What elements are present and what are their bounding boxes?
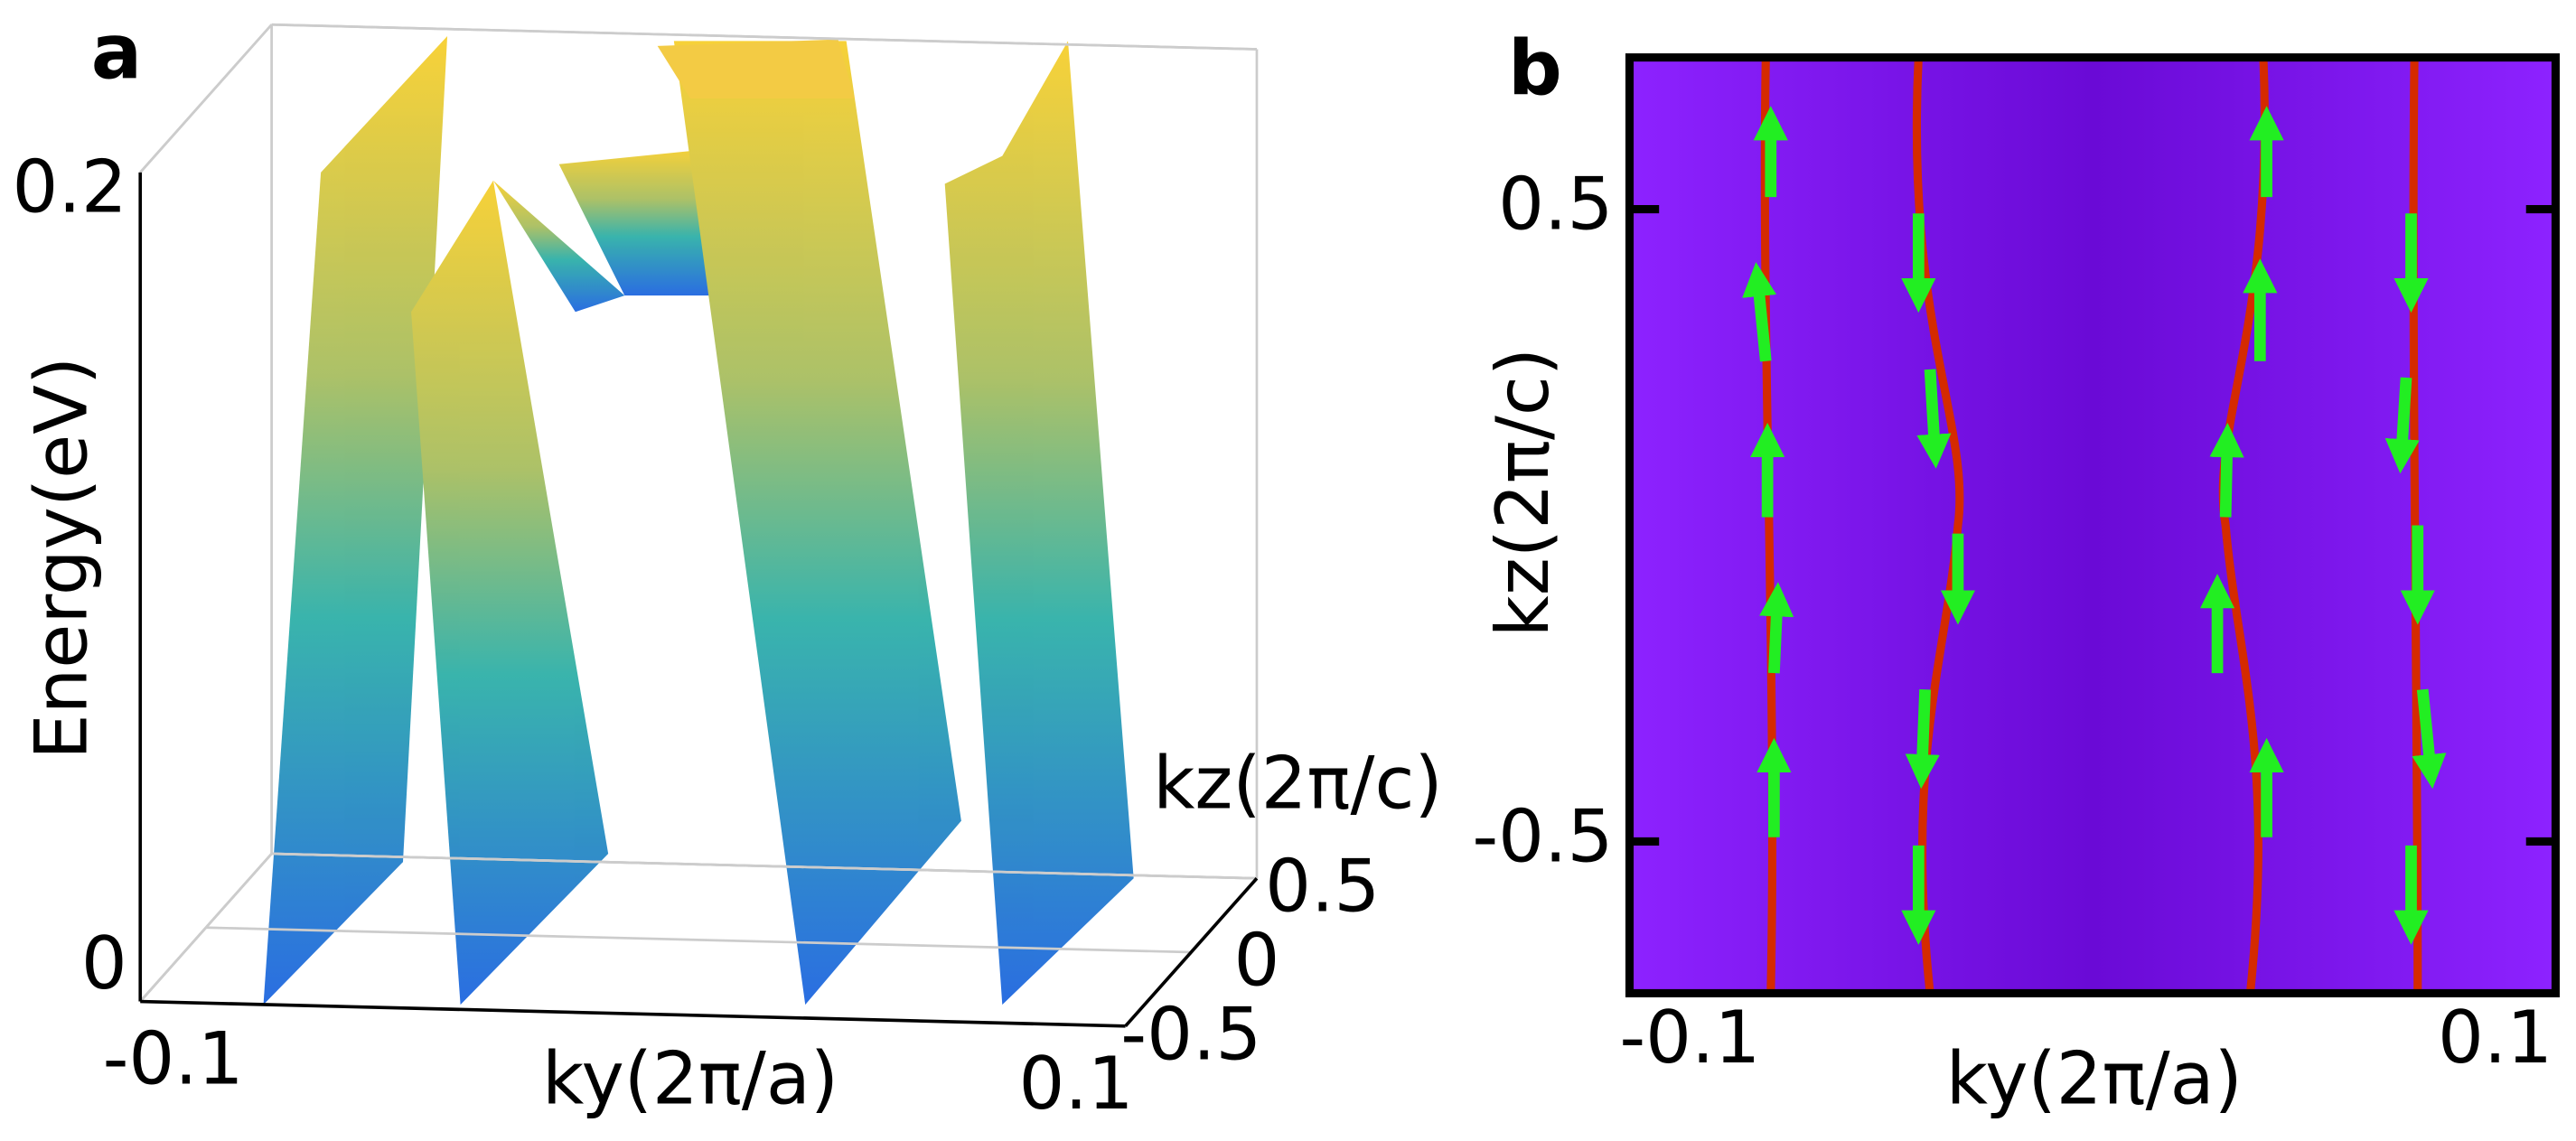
z-axis-label: Energy(eV)	[19, 357, 103, 760]
panel-label: a	[91, 8, 142, 97]
frame	[1625, 53, 2560, 997]
grid-line	[271, 852, 1258, 880]
surface	[263, 35, 1134, 1005]
panel-b: -0.5 0.5 -0.1 0.1 ky(2π/a) kz(2π/c) b	[1472, 24, 2560, 1120]
map-background	[1629, 57, 2556, 994]
z-tick-label: 0	[81, 921, 127, 1005]
y-axis-label: kz(2π/c)	[1481, 348, 1565, 638]
panel-label: b	[1508, 24, 1562, 113]
x-tick-label: 0.1	[2438, 996, 2553, 1080]
z-tick-label: 0.2	[13, 145, 127, 229]
y-tick-label: 0.5	[1265, 845, 1380, 929]
grid-line	[139, 23, 273, 173]
spin-arrows	[1742, 106, 2447, 945]
grid-line	[271, 23, 1258, 51]
y-tick-label: 0.5	[1498, 163, 1613, 247]
axis-line	[1124, 877, 1259, 1027]
panel-a: 00.2-0.1 0.1-0.500.5ky(2π/a)kz(2π/c)Energ…	[13, 8, 1443, 1126]
axis-line	[140, 999, 1126, 1028]
x-tick-label: 0.1	[1019, 1042, 1134, 1126]
x-tick-label: -0.1	[103, 1017, 244, 1101]
y-axis-label: kz(2π/c)	[1153, 741, 1443, 825]
x-axis-label: ky(2π/a)	[1946, 1036, 2243, 1120]
grid-line	[205, 926, 1192, 954]
x-tick-label: -0.1	[1619, 996, 1760, 1080]
x-axis-label: ky(2π/a)	[542, 1036, 838, 1120]
y-tick-label: -0.5	[1120, 992, 1261, 1076]
y-tick-label: 0	[1234, 919, 1280, 1003]
y-tick-label: -0.5	[1472, 794, 1613, 878]
